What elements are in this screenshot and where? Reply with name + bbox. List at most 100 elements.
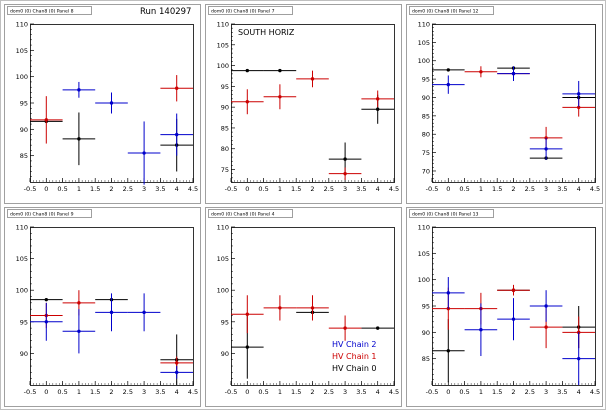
x-tick-label: 3.5 [155,185,165,193]
x-tick-label: 2.5 [324,185,334,193]
x-tick-label: 2.5 [123,185,133,193]
y-tick-label: 110 [418,21,430,29]
panel-title: dom0 (0) Chan8 (0) Panel 13 [412,212,479,218]
y-tick-label: 100 [418,57,430,65]
x-tick-label: 4.5 [590,388,600,396]
panel-frame [406,4,603,204]
x-tick-label: 1 [77,388,81,396]
x-tick-label: 0 [44,388,48,396]
panel-frame [4,207,201,407]
panel-frame [406,207,603,407]
x-tick-label: 3.5 [356,388,366,396]
x-tick-label: 0 [245,185,249,193]
plot-frame [432,24,596,183]
x-tick-label: 3 [343,388,347,396]
panel-title: dom0 (0) Chan8 (0) Panel 12 [412,9,479,15]
data-point-marker [278,95,282,99]
data-point-marker [511,317,516,321]
x-tick-label: 1 [479,185,483,193]
y-tick-label: 90 [422,329,430,337]
data-point-marker [77,137,81,141]
y-tick-label: 100 [16,287,28,295]
y-tick-label: 75 [221,166,229,174]
panel-title-box [208,6,293,15]
plot-frame [432,227,596,386]
x-tick-label: 0.5 [57,388,67,396]
y-tick-label: 75 [422,149,430,157]
y-tick-label: 105 [217,41,229,49]
x-tick-label: 3.5 [155,388,165,396]
data-point-marker [44,297,48,302]
x-tick-label: 3 [544,185,548,193]
data-point-marker [175,361,179,365]
x-tick-label: 4 [376,185,380,193]
y-tick-label: 80 [221,145,229,153]
x-tick-label: 1.5 [492,388,502,396]
x-tick-label: 4 [175,388,179,396]
x-tick-label: 0.5 [258,388,268,396]
x-tick-label: 4 [376,388,380,396]
y-tick-label: 105 [217,255,229,263]
x-tick-label: 1 [479,388,483,396]
x-tick-label: -0.5 [24,388,37,396]
x-tick-label: 4 [175,185,179,193]
x-tick-label: 1.5 [90,185,100,193]
y-tick-label: 90 [20,126,28,134]
data-point-marker [44,118,48,122]
y-tick-label: 100 [217,287,229,295]
plot-frame [30,227,194,386]
data-point-marker [544,304,548,308]
y-tick-label: 95 [422,76,430,84]
x-tick-label: 4.5 [188,388,198,396]
data-point-marker [376,107,380,111]
x-tick-label: 0.5 [57,185,67,193]
data-point-marker [109,310,114,315]
data-point-marker [310,306,315,310]
x-tick-label: 2.5 [525,185,535,193]
x-tick-label: -0.5 [426,388,439,396]
data-point-marker [77,301,81,305]
panel-annotation: SOUTH HORIZ [238,28,295,37]
data-point-marker [310,77,315,81]
data-point-marker [577,105,581,110]
y-tick-label: 80 [422,131,430,139]
run-label: Run 140297 [140,7,191,17]
y-tick-label: 90 [221,350,229,358]
data-point-marker [77,88,81,92]
x-tick-label: 0 [245,388,249,396]
x-tick-label: 0 [44,185,48,193]
chart-panel-5: dom0 (0) Chan8 (0) Panel 4 90 95 100 105 110 -… [205,207,402,407]
x-tick-label: 3 [142,185,146,193]
data-point-marker [479,328,483,332]
x-tick-label: 1 [77,185,81,193]
data-point-marker [577,92,581,96]
x-tick-label: 0 [446,185,450,193]
chart-panel-4: dom0 (0) Chan8 (0) Panel 9 90 95 100 105 110 -… [4,207,201,407]
y-tick-label: 95 [221,83,229,91]
x-tick-label: 4.5 [188,185,198,193]
y-tick-label: 105 [418,39,430,47]
x-tick-label: 1.5 [291,388,301,396]
data-point-marker [376,97,380,101]
data-point-marker [245,68,249,73]
x-tick-label: 3 [142,388,146,396]
chart-panel-1: dom0 (0) Chan8 (0) Panel 8 Run 140297 85 90… [4,4,201,204]
data-point-marker [577,356,581,361]
x-tick-label: 2.5 [123,388,133,396]
y-tick-label: 85 [422,355,430,363]
y-tick-label: 110 [217,21,229,29]
x-tick-label: 2 [511,185,515,193]
panel-title: dom0 (0) Chan8 (0) Panel 4 [211,212,275,218]
y-tick-label: 100 [217,62,229,70]
x-tick-label: 1 [278,185,282,193]
x-tick-label: -0.5 [426,185,439,193]
data-point-marker [446,291,450,295]
data-point-marker [446,68,450,72]
chart-panel-6: dom0 (0) Chan8 (0) Panel 13 85 90 95 100 105 1… [406,207,603,407]
x-tick-label: -0.5 [225,185,238,193]
x-tick-label: 0.5 [258,185,268,193]
data-point-marker [142,151,146,155]
legend-entry: HV Chain 0 [332,364,377,373]
y-tick-label: 105 [16,255,28,263]
